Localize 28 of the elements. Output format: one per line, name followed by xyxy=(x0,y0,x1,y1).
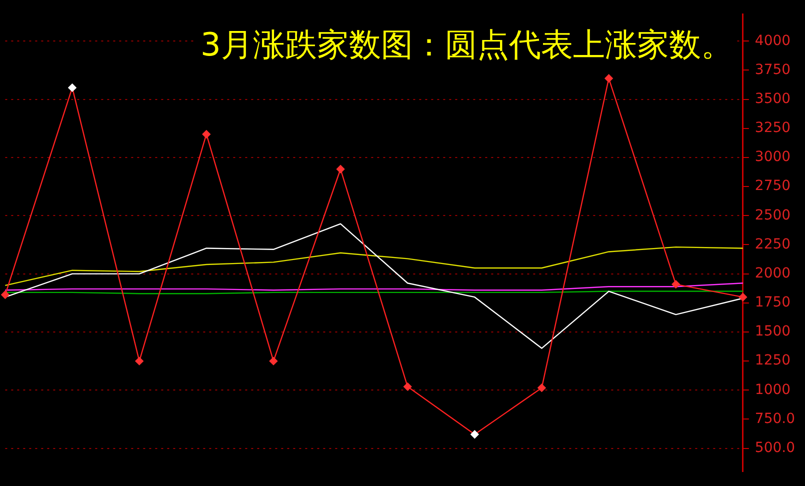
point xyxy=(403,382,412,391)
y-tick-label: 3750 xyxy=(754,62,791,78)
y-tick-label: 4000 xyxy=(754,32,791,49)
point xyxy=(269,356,278,366)
chart-title: 3月涨跌家数图：圆点代表上涨家数。 xyxy=(200,26,733,64)
y-tick-label: 3250 xyxy=(754,120,791,136)
y-tick-label: 750.0 xyxy=(754,410,796,427)
y-tick-label: 2500 xyxy=(754,207,791,224)
y-tick-label: 2250 xyxy=(754,236,791,252)
point xyxy=(336,165,345,174)
point xyxy=(538,384,546,392)
y-tick-label: 2000 xyxy=(754,265,791,282)
point xyxy=(738,292,748,302)
point xyxy=(1,290,10,299)
y-tick-label: 1000 xyxy=(754,382,791,398)
y-tick-label: 3500 xyxy=(754,90,791,107)
point xyxy=(68,84,76,92)
point xyxy=(202,130,210,138)
y-tick-label: 1250 xyxy=(754,352,791,369)
y-tick-label: 2750 xyxy=(754,178,791,194)
point xyxy=(135,356,144,366)
point xyxy=(470,430,479,438)
point xyxy=(672,280,680,288)
y-tick-label: 3000 xyxy=(754,149,791,166)
point xyxy=(604,74,613,82)
y-tick-label: 1500 xyxy=(754,324,791,340)
y-tick-label: 1750 xyxy=(754,294,791,311)
y-tick-label: 500.0 xyxy=(754,440,796,456)
